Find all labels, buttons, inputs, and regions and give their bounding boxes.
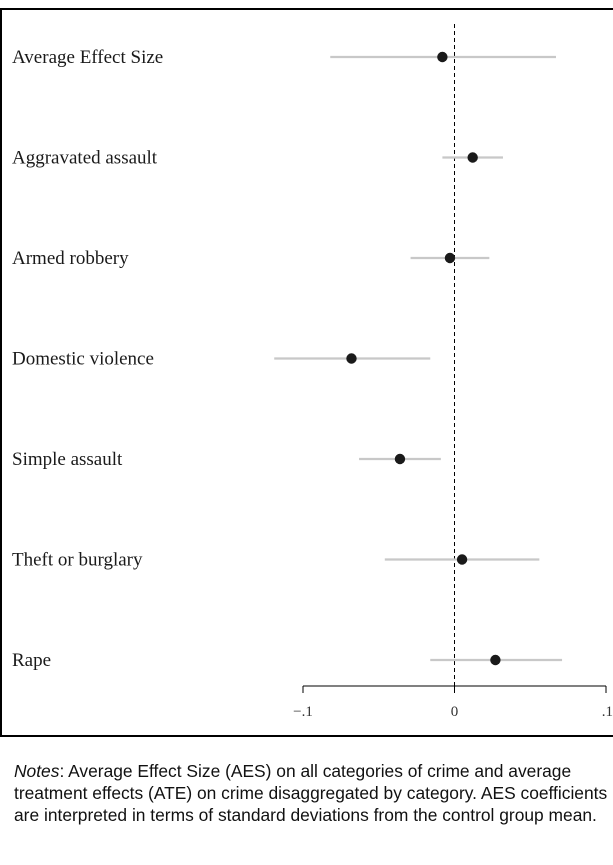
notes-body: : Average Effect Size (AES) on all categ…: [14, 761, 608, 825]
left-border: [0, 8, 2, 735]
notes-divider: [0, 735, 613, 737]
point-estimate: [394, 453, 406, 465]
category-label: Simple assault: [12, 449, 123, 470]
notes-label: Notes: [14, 761, 60, 781]
point-estimate: [444, 252, 456, 264]
category-label: Theft or burglary: [12, 550, 143, 571]
category-label: Aggravated assault: [12, 148, 158, 169]
point-estimate: [490, 654, 501, 666]
coefficient-plot: Average Effect Size Aggravated assault Arm…: [12, 24, 613, 720]
category-label: Armed robbery: [12, 248, 129, 269]
x-tick-label: −.1: [293, 704, 313, 720]
notes-text: Notes: Average Effect Size (AES) on all …: [14, 760, 608, 826]
category-label: Domestic violence: [12, 349, 154, 370]
x-tick-label: .1: [602, 704, 613, 720]
point-estimate: [437, 51, 448, 63]
x-axis: −.1 0 .1: [293, 685, 613, 720]
point-estimate: [467, 152, 478, 163]
top-rule: [0, 8, 613, 10]
x-tick-label: 0: [451, 704, 459, 720]
category-label: Rape: [12, 650, 51, 671]
category-labels: Average Effect Size Aggravated assault Arm…: [12, 47, 163, 671]
category-label: Average Effect Size: [12, 47, 163, 68]
confidence-intervals: [274, 55, 563, 662]
point-estimate: [346, 353, 357, 364]
point-estimates: [346, 51, 501, 666]
point-estimate: [456, 554, 468, 565]
